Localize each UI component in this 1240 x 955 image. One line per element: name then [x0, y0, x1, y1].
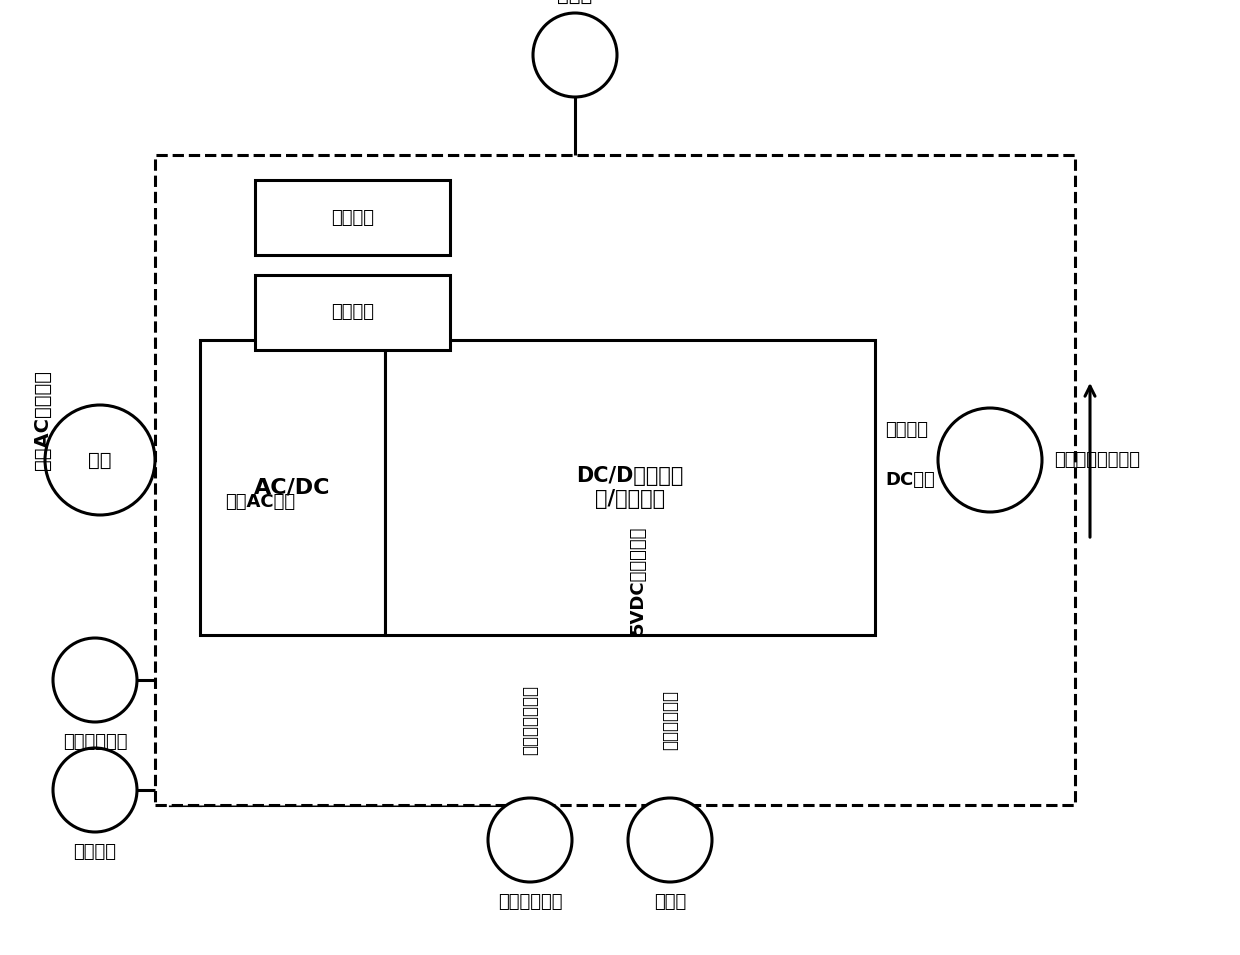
- Bar: [255, 180, 450, 255]
- Bar: [384, 340, 875, 635]
- Text: 转速监测: 转速监测: [331, 208, 374, 226]
- Text: AC/DC: AC/DC: [254, 478, 331, 498]
- Ellipse shape: [489, 798, 572, 882]
- Text: 显示器: 显示器: [557, 0, 593, 5]
- Text: 调速传控制输出: 调速传控制输出: [521, 685, 539, 755]
- Text: 三相AC输入: 三相AC输入: [224, 493, 295, 511]
- Text: 辅助电源: 辅助电源: [331, 304, 374, 322]
- Text: 油门步进电机: 油门步进电机: [497, 893, 562, 911]
- Text: 低压AC电源统组: 低压AC电源统组: [32, 370, 52, 470]
- Ellipse shape: [45, 405, 155, 515]
- Text: 5VDC电源及串口: 5VDC电源及串口: [629, 526, 647, 634]
- Text: 电流旋钮: 电流旋钮: [73, 843, 117, 861]
- Text: 电压挡位旋钮: 电压挡位旋钮: [63, 733, 128, 751]
- Bar: [255, 275, 450, 350]
- Ellipse shape: [937, 408, 1042, 512]
- Ellipse shape: [53, 748, 136, 832]
- Ellipse shape: [53, 638, 136, 722]
- Text: DC/D模块及监
测/控制电路: DC/D模块及监 测/控制电路: [577, 466, 683, 509]
- Text: 电池组或直流负载: 电池组或直流负载: [1054, 451, 1140, 469]
- Bar: [155, 155, 1075, 805]
- Ellipse shape: [627, 798, 712, 882]
- Bar: [200, 340, 384, 635]
- Text: 点火控制输出: 点火控制输出: [661, 690, 680, 750]
- Ellipse shape: [533, 13, 618, 97]
- Text: 电机: 电机: [88, 451, 112, 470]
- Text: DC输出: DC输出: [885, 471, 935, 489]
- Text: 点火器: 点火器: [653, 893, 686, 911]
- Text: 负载温度: 负载温度: [885, 421, 928, 439]
